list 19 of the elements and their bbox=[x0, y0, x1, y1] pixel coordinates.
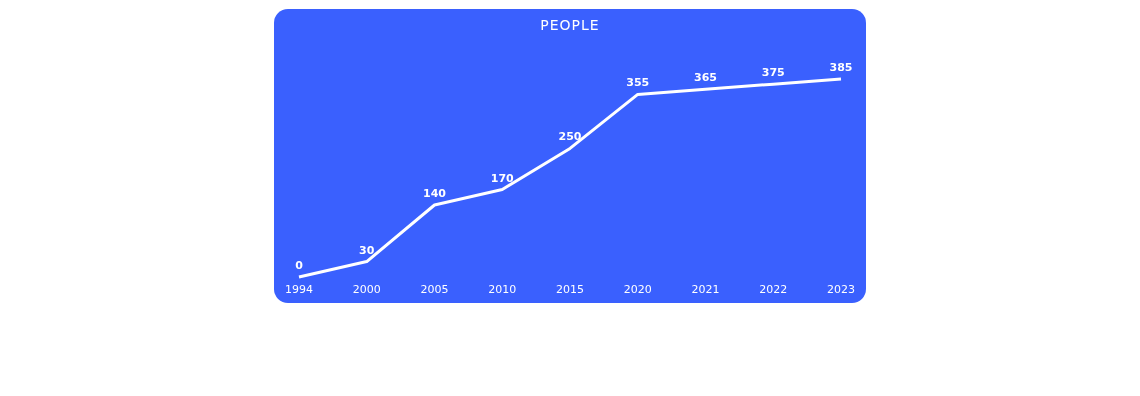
data-label: 385 bbox=[829, 61, 853, 74]
x-tick-label: 2020 bbox=[623, 282, 652, 296]
data-label: 170 bbox=[490, 171, 515, 185]
data-label: 365 bbox=[694, 71, 717, 85]
x-tick-label: 2000 bbox=[352, 282, 381, 296]
x-tick-label: 2023 bbox=[827, 282, 855, 296]
x-tick-label: 2021 bbox=[691, 282, 720, 296]
data-label: 0 bbox=[295, 259, 304, 272]
x-tick-label: 2005 bbox=[420, 282, 449, 296]
data-label: 30 bbox=[359, 243, 375, 257]
x-tick-label: 2022 bbox=[759, 282, 788, 296]
x-tick-label: 1994 bbox=[285, 282, 313, 296]
x-tick-label: 2010 bbox=[488, 282, 517, 296]
chart-title: PEOPLE bbox=[539, 17, 601, 33]
data-label: 140 bbox=[423, 187, 447, 200]
x-tick-label: 2015 bbox=[556, 282, 584, 296]
data-label: 250 bbox=[558, 130, 582, 144]
data-label: 375 bbox=[761, 66, 785, 80]
data-label: 355 bbox=[626, 76, 650, 90]
